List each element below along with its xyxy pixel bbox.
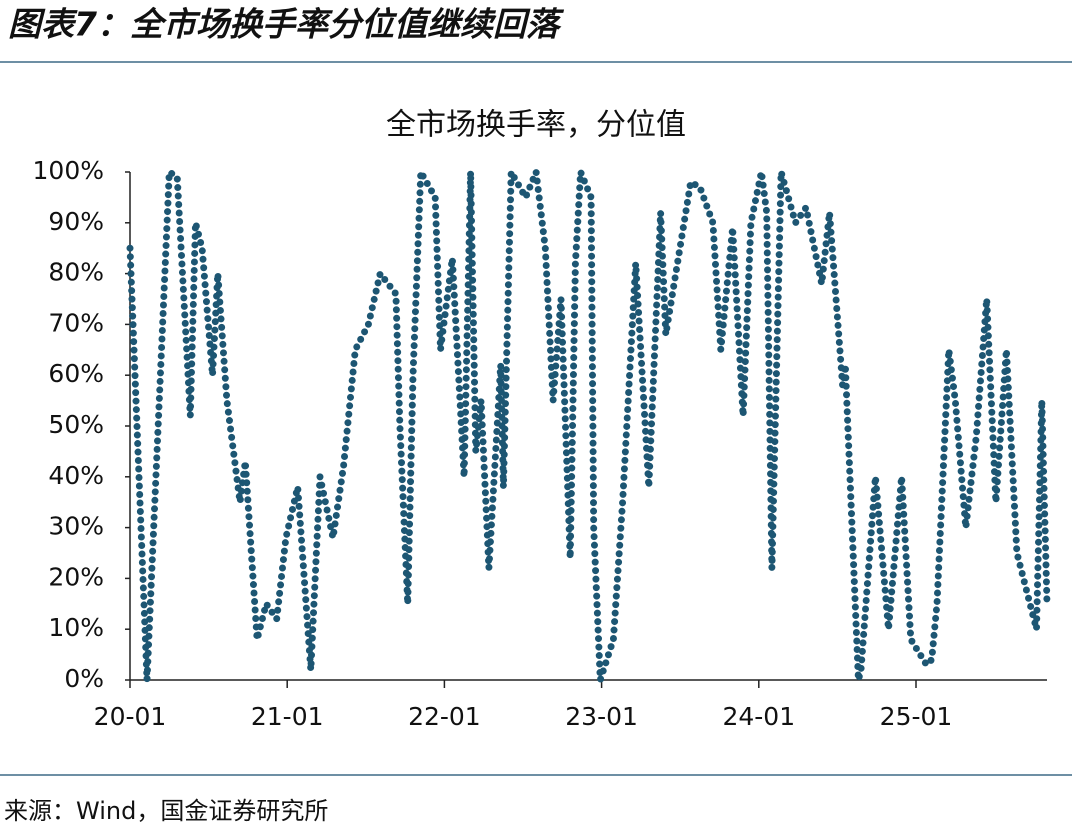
figure-title: 图表7：全市场换手率分位值继续回落 [8,5,565,44]
x-tick-label: 23-01 [565,702,638,731]
x-tick-label: 25-01 [880,702,953,731]
x-tick-label: 21-01 [251,702,324,731]
y-tick-label: 10% [48,613,104,642]
y-tick-label: 50% [48,410,104,439]
x-tick-label: 22-01 [408,702,481,731]
y-tick-label: 60% [48,359,104,388]
y-tick-label: 80% [48,258,104,287]
series-line [126,168,1051,684]
x-tick-label: 20-01 [94,702,167,731]
x-tick-label: 24-01 [722,702,795,731]
y-tick-label: 100% [33,156,104,185]
y-tick-label: 20% [48,562,104,591]
chart-title: 全市场换手率，分位值 [386,108,686,143]
y-tick-label: 90% [48,207,104,236]
y-tick-label: 70% [48,308,104,337]
y-tick-label: 30% [48,512,104,541]
y-tick-label: 40% [48,461,104,490]
source-note: 来源：Wind，国金证券研究所 [4,797,328,825]
y-tick-label: 0% [64,664,104,693]
